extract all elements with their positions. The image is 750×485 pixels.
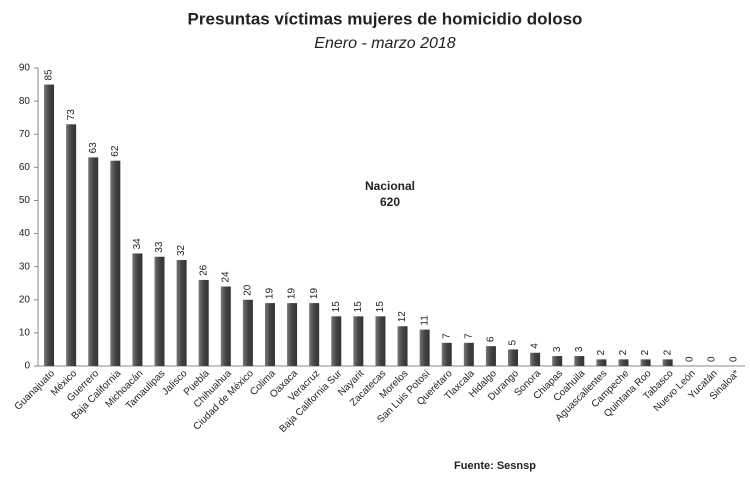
- y-tick-label: 30: [19, 261, 31, 272]
- bar: [110, 160, 121, 366]
- value-label: 15: [353, 301, 364, 313]
- value-label: 3: [552, 346, 563, 352]
- value-label: 5: [508, 339, 519, 345]
- y-tick-label: 50: [19, 195, 31, 206]
- bar: [44, 84, 55, 367]
- value-label: 2: [618, 349, 629, 355]
- bar: [574, 356, 585, 366]
- value-label: 32: [176, 244, 187, 256]
- y-tick-label: 20: [19, 294, 31, 305]
- bar: [198, 279, 209, 366]
- bar: [397, 326, 408, 366]
- bar: [264, 303, 275, 366]
- value-label: 33: [154, 241, 165, 253]
- y-tick-label: 0: [24, 361, 30, 372]
- value-label: 3: [574, 346, 585, 352]
- value-label: 63: [88, 142, 99, 154]
- value-label: 11: [419, 315, 430, 326]
- bar: [485, 346, 496, 366]
- annotation-value: 620: [380, 195, 400, 209]
- annotation-text: Nacional: [365, 179, 415, 193]
- y-tick-label: 80: [19, 96, 31, 107]
- value-label: 19: [287, 288, 298, 300]
- value-label: 12: [397, 311, 408, 323]
- bar: [640, 359, 651, 366]
- chart-subtitle: Enero - marzo 2018: [314, 35, 456, 52]
- y-tick-label: 70: [19, 129, 31, 140]
- value-label: 15: [375, 301, 386, 313]
- y-tick-label: 90: [19, 63, 31, 74]
- bar: [375, 316, 386, 366]
- value-label: 6: [486, 336, 497, 342]
- bar: [220, 286, 231, 366]
- value-label: 7: [463, 333, 474, 339]
- chart-title: Presuntas víctimas mujeres de homicidio …: [188, 9, 583, 28]
- bar: [309, 303, 320, 366]
- y-tick-label: 60: [19, 162, 31, 173]
- value-label: 4: [530, 343, 541, 349]
- bar: [176, 260, 187, 366]
- value-label: 0: [729, 356, 740, 362]
- bar: [242, 299, 253, 366]
- bar: [154, 256, 165, 366]
- bar: [662, 359, 673, 366]
- value-label: 2: [662, 349, 673, 355]
- bar: [66, 124, 77, 367]
- value-label: 24: [220, 271, 231, 283]
- value-label: 19: [309, 288, 320, 300]
- bar: [419, 329, 430, 366]
- bar: [287, 303, 298, 366]
- value-label: 7: [441, 333, 452, 339]
- value-label: 0: [707, 356, 718, 362]
- bar: [331, 316, 342, 366]
- y-tick-label: 40: [19, 228, 31, 239]
- bar: [88, 157, 99, 366]
- value-label: 15: [331, 301, 342, 313]
- value-label: 0: [684, 356, 695, 362]
- bar: [596, 359, 607, 366]
- value-label: 73: [66, 109, 77, 121]
- bar: [441, 342, 452, 366]
- bar: [463, 342, 474, 366]
- value-label: 20: [243, 284, 254, 296]
- bar: [132, 253, 143, 366]
- bar: [508, 349, 519, 366]
- source: Fuente: Sesnsp: [454, 460, 536, 472]
- bar: [618, 359, 629, 366]
- bar: [552, 356, 563, 366]
- y-tick-label: 10: [19, 328, 31, 339]
- value-label: 62: [110, 145, 121, 157]
- value-label: 2: [640, 349, 651, 355]
- value-label: 34: [132, 238, 143, 250]
- bar: [353, 316, 364, 366]
- value-label: 19: [265, 288, 276, 300]
- value-label: 2: [596, 349, 607, 355]
- value-label: 85: [44, 69, 55, 81]
- bar: [530, 352, 541, 366]
- value-label: 26: [198, 264, 209, 276]
